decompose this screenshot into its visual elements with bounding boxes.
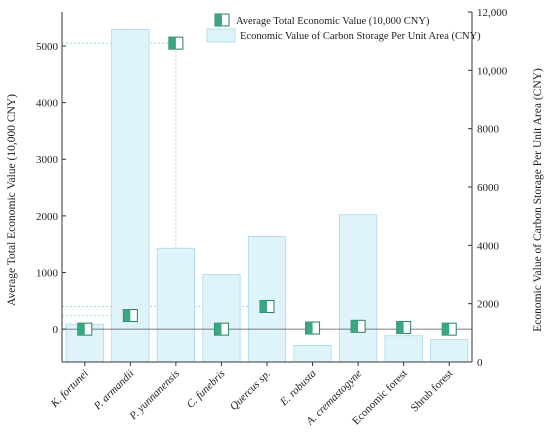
- right-axis-ticks: 0 2000 4000 6000 8000 10,000 12,000: [468, 7, 508, 369]
- marker-shrub-forest: [441, 322, 457, 336]
- right-tick-label: 2000: [477, 299, 500, 311]
- x-tick-label-c-funebris: C. funebris: [184, 368, 227, 411]
- right-tick-label: 6000: [477, 182, 500, 194]
- total-value-markers: [77, 36, 457, 336]
- marker-p-yunnanensis: [168, 36, 184, 50]
- right-tick-label: 10,000: [477, 65, 508, 77]
- legend-swatch-carbon-storage: [206, 28, 236, 43]
- marker-quercus-sp: [259, 299, 275, 313]
- right-tick-label: 12,000: [477, 7, 508, 19]
- bar-quercus-sp: [247, 236, 287, 363]
- carbon-storage-bars: [65, 29, 469, 363]
- left-axis-title: Average Total Economic Value (10,000 CNY…: [6, 94, 18, 306]
- bar-a-cremastogyne: [339, 214, 378, 363]
- x-tick-label-p-armandii: P. armandii: [91, 368, 136, 413]
- marker-a-cremastogyne: [350, 319, 366, 333]
- bar-shrub-forest: [430, 339, 469, 363]
- left-tick-label: 3000: [36, 154, 59, 166]
- right-tick-label: 0: [477, 357, 483, 369]
- left-tick-label: 1000: [36, 268, 59, 280]
- marker-c-funebris: [213, 322, 229, 336]
- legend-label-total-value: Average Total Economic Value (10,000 CNY…: [236, 16, 430, 27]
- bar-c-funebris: [202, 274, 241, 363]
- bar-k-fortunei: [65, 323, 104, 363]
- right-axis-title: Economic Value of Carbon Storage Per Uni…: [532, 68, 544, 332]
- legend: Average Total Economic Value (10,000 CNY…: [206, 13, 481, 43]
- marker-k-fortunei: [77, 322, 93, 336]
- bar-p-yunnanensis: [156, 247, 195, 363]
- marker-p-armandii: [122, 309, 138, 323]
- legend-label-carbon-storage: Economic Value of Carbon Storage Per Uni…: [240, 31, 481, 42]
- left-axis-ticks: 0 1000 2000 3000 4000 5000: [36, 41, 66, 336]
- marker-e-robusta: [305, 321, 321, 335]
- legend-marker-total-value: [214, 13, 230, 27]
- x-tick-label-shrub-forest: Shrub forest: [409, 368, 456, 415]
- x-tick-label-k-fortunei: K. fortunei: [48, 368, 91, 411]
- right-tick-label: 4000: [477, 240, 500, 252]
- left-tick-label: 0: [53, 324, 59, 336]
- right-tick-label: 8000: [477, 124, 500, 136]
- bar-economic-forest: [384, 335, 423, 363]
- x-tick-label-e-robusta: E. robusta: [277, 367, 319, 409]
- bar-e-robusta: [293, 344, 332, 363]
- x-tick-label-quercus-sp: Quercus sp.: [228, 368, 273, 413]
- left-tick-label: 5000: [36, 41, 59, 53]
- left-tick-label: 4000: [36, 98, 59, 110]
- marker-economic-forest: [396, 320, 412, 334]
- left-tick-label: 2000: [36, 211, 59, 223]
